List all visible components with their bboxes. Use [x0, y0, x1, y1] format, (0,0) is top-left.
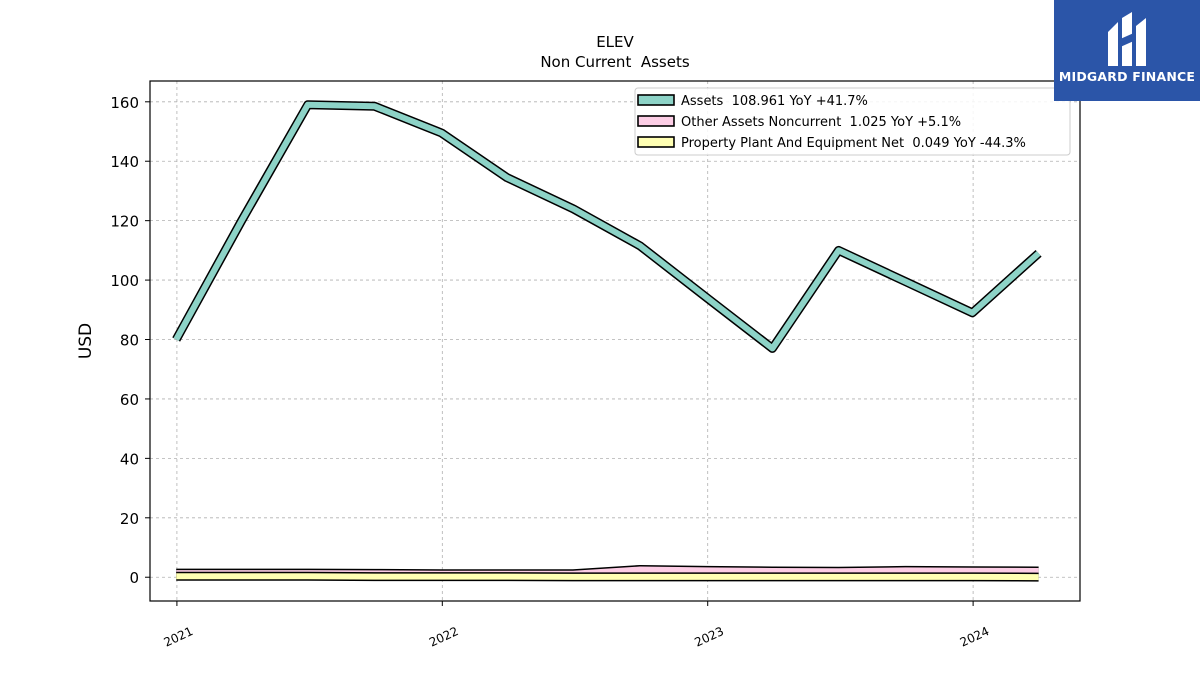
y-axis-label: USD — [76, 323, 96, 359]
series-stroke — [176, 573, 1039, 581]
ppe-net-line — [176, 571, 1039, 582]
legend-label: Other Assets Noncurrent 1.025 YoY +5.1% — [681, 115, 961, 130]
x-tick-label: 2022 — [427, 624, 461, 650]
legend-swatch — [637, 136, 675, 148]
y-tick-label: 80 — [120, 332, 139, 350]
series-stroke — [173, 101, 1041, 352]
assets-line — [172, 100, 1042, 353]
legend-other-assets-noncurrent: Other Assets Noncurrent 1.025 YoY +5.1% — [637, 115, 961, 130]
chart-subtitle: Non Current Assets — [540, 53, 690, 71]
y-tick-label: 40 — [120, 450, 139, 468]
chart-title: ELEV — [596, 33, 634, 51]
y-tick-label: 160 — [110, 94, 139, 112]
x-tick-label: 2023 — [692, 624, 726, 650]
legend: Assets 108.961 YoY +41.7% Other Assets No… — [634, 87, 1071, 156]
legend-box — [634, 87, 1071, 156]
y-tick-label: 140 — [110, 153, 139, 171]
legend-assets: Assets 108.961 YoY +41.7% — [637, 94, 868, 109]
y-axis: 0 20 40 60 80 100 120 140 160 — [110, 94, 150, 587]
brand-name: MIDGARD FINANCE — [1058, 69, 1196, 84]
legend-ppe-net: Property Plant And Equipment Net 0.049 Y… — [637, 136, 1026, 151]
legend-swatch — [637, 115, 675, 127]
x-axis: 2021 2022 2023 2024 — [162, 601, 992, 650]
plot-area — [172, 100, 1042, 582]
brand-logo: MIDGARD FINANCE — [1054, 0, 1200, 101]
y-tick-label: 120 — [110, 213, 139, 231]
grid — [150, 81, 1080, 601]
x-tick-label: 2021 — [162, 624, 196, 650]
y-tick-label: 20 — [120, 510, 139, 528]
x-tick-label: 2024 — [958, 624, 992, 650]
legend-swatch — [637, 94, 675, 106]
midgard-logo-icon — [1108, 12, 1146, 66]
y-tick-label: 100 — [110, 272, 139, 290]
axes-frame — [149, 80, 1081, 602]
y-tick-label: 0 — [129, 569, 139, 587]
legend-label: Assets 108.961 YoY +41.7% — [681, 94, 868, 109]
y-tick-label: 60 — [120, 391, 139, 409]
legend-label: Property Plant And Equipment Net 0.049 Y… — [681, 136, 1026, 151]
